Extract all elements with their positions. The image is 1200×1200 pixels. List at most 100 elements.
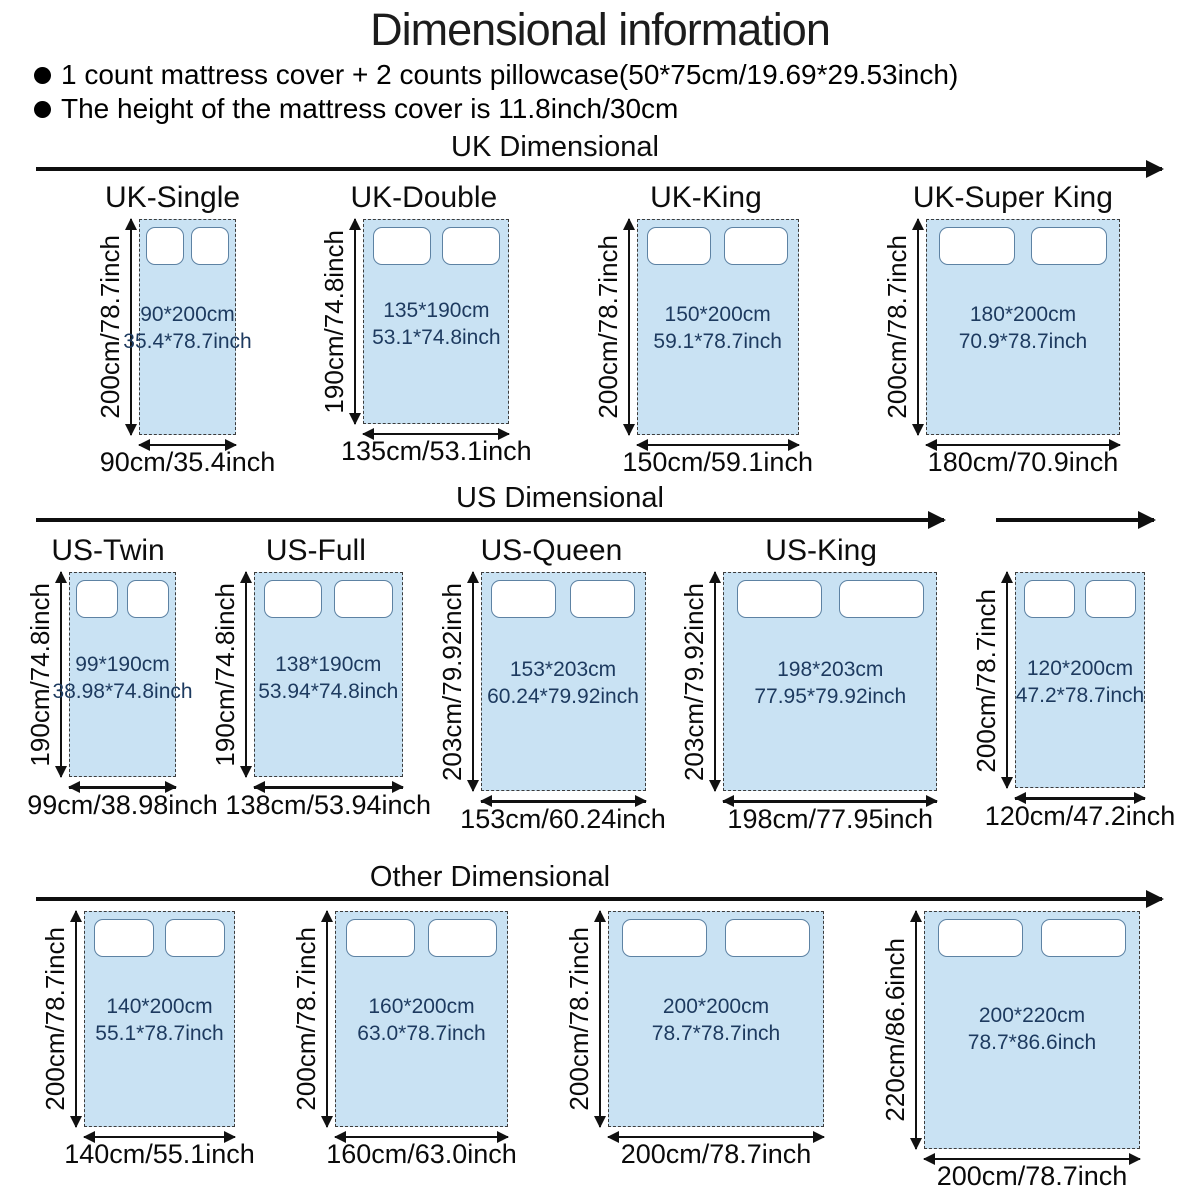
bed-size-inch: 70.9*78.7inch	[958, 330, 1088, 354]
page-title: Dimensional information	[370, 4, 831, 55]
bed-diagram: UK-King 200cm/78.7inch 150*200cm 59.1*78.7i…	[593, 177, 813, 481]
width-arrow	[479, 796, 647, 807]
pillow-icon	[736, 580, 822, 619]
bed-dimensions: 90*200cm 35.4*78.7inch	[123, 301, 251, 356]
bed-dimensions: 140*200cm 55.1*78.7inch	[95, 993, 223, 1048]
height-label: 190cm/74.8inch	[25, 583, 55, 767]
bed-body: 203cm/79.92inch 153*203cm 60.24*79.92inch 1…	[436, 571, 666, 837]
bed-title-wrap: UK-Double	[319, 177, 509, 219]
bed-size-inch: 60.24*79.92inch	[487, 685, 639, 709]
height-arrow	[466, 571, 479, 793]
height-arrow	[239, 571, 252, 779]
height-label: 203cm/79.92inch	[679, 582, 710, 781]
section-arrow-line-short	[996, 511, 1156, 530]
bed-stack: 180*200cm 70.9*78.7inch 180cm/70.9inch	[924, 218, 1121, 481]
width-arrow	[362, 428, 511, 439]
bed-size-cm: 150*200cm	[664, 303, 771, 327]
bed-title: US-Twin	[51, 534, 165, 568]
width-arrow	[138, 439, 237, 450]
height-label: 220cm/86.6inch	[880, 938, 910, 1122]
pillow-icon	[621, 918, 708, 957]
bed-diagram: US-Full 190cm/74.8inch 138*190cm 53.94*74.8…	[210, 530, 431, 823]
width-label-wrap: 198cm/77.95inch	[723, 803, 937, 837]
bed-dimensions: 200*200cm 78.7*78.7inch	[652, 993, 780, 1048]
pillow-icon	[76, 580, 119, 619]
pillow-icon	[1023, 580, 1075, 619]
width-label-wrap: 200cm/78.7inch	[924, 1160, 1140, 1194]
width-arrow	[83, 1131, 236, 1142]
bed-body: 200cm/78.7inch 180*200cm 70.9*78.7inch 180c…	[881, 217, 1121, 481]
sections-container: UK Dimensional UK-Single 200cm/78.7inch 90*…	[0, 131, 1200, 1195]
pillow-icon	[346, 918, 415, 957]
pillow-icon	[165, 918, 226, 957]
bed-stack: 99*190cm 38.98*74.8inch 99cm/38.98inch	[27, 572, 218, 823]
bed-rect: 140*200cm 55.1*78.7inch	[84, 910, 235, 1127]
height-dimension: 203cm/79.92inch	[436, 571, 479, 793]
bed-diagram: 200cm/78.7inch 200*200cm 78.7*78.7inch 200c…	[564, 909, 825, 1173]
height-label: 190cm/74.8inch	[319, 229, 350, 414]
bed-diagram: 220cm/86.6inch 200*220cm 78.7*86.6inch 200c…	[880, 909, 1141, 1195]
bed-title: UK-Super King	[912, 180, 1113, 214]
bullet-dot-icon	[34, 101, 51, 119]
bed-stack: 198*203cm 77.95*79.92inch 198cm/77.95inch	[722, 572, 939, 837]
bullet-text: 1 count mattress cover + 2 counts pillow…	[61, 59, 959, 90]
bed-rect: 138*190cm 53.94*74.8inch	[253, 572, 403, 778]
height-arrow	[910, 909, 922, 1150]
bed-title-wrap: US-King	[679, 530, 937, 572]
pillow-icon	[126, 580, 169, 619]
bed-dimensions: 150*200cm 59.1*78.7inch	[653, 301, 781, 356]
width-label-wrap: 90cm/35.4inch	[100, 446, 276, 480]
section-heading: UK Dimensional	[451, 130, 659, 163]
bed-size-cm: 120*200cm	[1026, 656, 1134, 680]
bed-size-cm: 198*203cm	[777, 657, 884, 681]
section-arrow-line	[36, 889, 1164, 908]
height-dimension: 200cm/78.7inch	[881, 217, 924, 436]
height-label: 200cm/78.7inch	[881, 235, 912, 419]
width-arrow	[607, 1131, 825, 1142]
bed-size-inch: 55.1*78.7inch	[95, 1022, 224, 1046]
pillow-icon	[334, 580, 393, 619]
bed-size-cm: 140*200cm	[106, 995, 213, 1019]
bed-title-wrap	[971, 530, 1145, 572]
width-label: 153cm/60.24inch	[460, 803, 666, 834]
pillow-icon	[1030, 226, 1108, 265]
pillow-icon	[93, 918, 154, 957]
bed-size-inch: 59.1*78.7inch	[653, 330, 782, 354]
height-label: 203cm/79.92inch	[436, 582, 467, 781]
section-arrow	[36, 889, 1164, 908]
height-label: 200cm/78.7inch	[95, 235, 125, 419]
height-label: 200cm/78.7inch	[40, 927, 70, 1111]
bed-stack: 160*200cm 63.0*78.7inch 160cm/63.0inch	[326, 910, 517, 1173]
bed-size-inch: 78.7*86.6inch	[967, 1030, 1097, 1054]
pillow-icon	[724, 226, 789, 265]
height-dimension: 200cm/78.7inch	[95, 217, 137, 436]
bed-stack: 140*200cm 55.1*78.7inch 140cm/55.1inch	[64, 910, 255, 1173]
bed-body: 203cm/79.92inch 198*203cm 77.95*79.92inch 1…	[679, 571, 939, 837]
bed-title-wrap: UK-King	[593, 177, 799, 219]
width-label-wrap: 180cm/70.9inch	[926, 446, 1120, 480]
width-label: 200cm/78.7inch	[620, 1139, 812, 1170]
height-dimension: 200cm/78.7inch	[971, 571, 1013, 790]
bed-size-cm: 200*200cm	[662, 995, 770, 1019]
height-arrow	[70, 909, 82, 1128]
bullet-item: 1 count mattress cover + 2 counts pillow…	[34, 58, 1200, 92]
bed-size-inch: 38.98*74.8inch	[52, 679, 193, 703]
bed-body: 200cm/78.7inch 200*200cm 78.7*78.7inch 200c…	[564, 909, 825, 1173]
width-label-wrap: 140cm/55.1inch	[64, 1138, 255, 1172]
bed-size-cm: 99*190cm	[75, 652, 170, 676]
bed-rect: 180*200cm 70.9*78.7inch	[925, 218, 1120, 435]
bed-title: UK-King	[650, 180, 762, 214]
width-label: 138cm/53.94inch	[225, 789, 432, 820]
width-label-wrap: 135cm/53.1inch	[341, 435, 532, 469]
height-arrow	[709, 571, 722, 793]
pillow-icon	[428, 918, 497, 957]
height-dimension: 220cm/86.6inch	[880, 909, 922, 1150]
bed-rect: 90*200cm 35.4*78.7inch	[123, 218, 252, 435]
width-label: 99cm/38.98inch	[27, 789, 218, 820]
bed-dimensions: 120*200cm 47.2*78.7inch	[1016, 655, 1144, 710]
pillow-icon	[372, 226, 431, 265]
bed-size-cm: 90*200cm	[140, 303, 235, 327]
bed-title: US-Full	[265, 534, 366, 568]
width-label: 135cm/53.1inch	[341, 436, 532, 467]
